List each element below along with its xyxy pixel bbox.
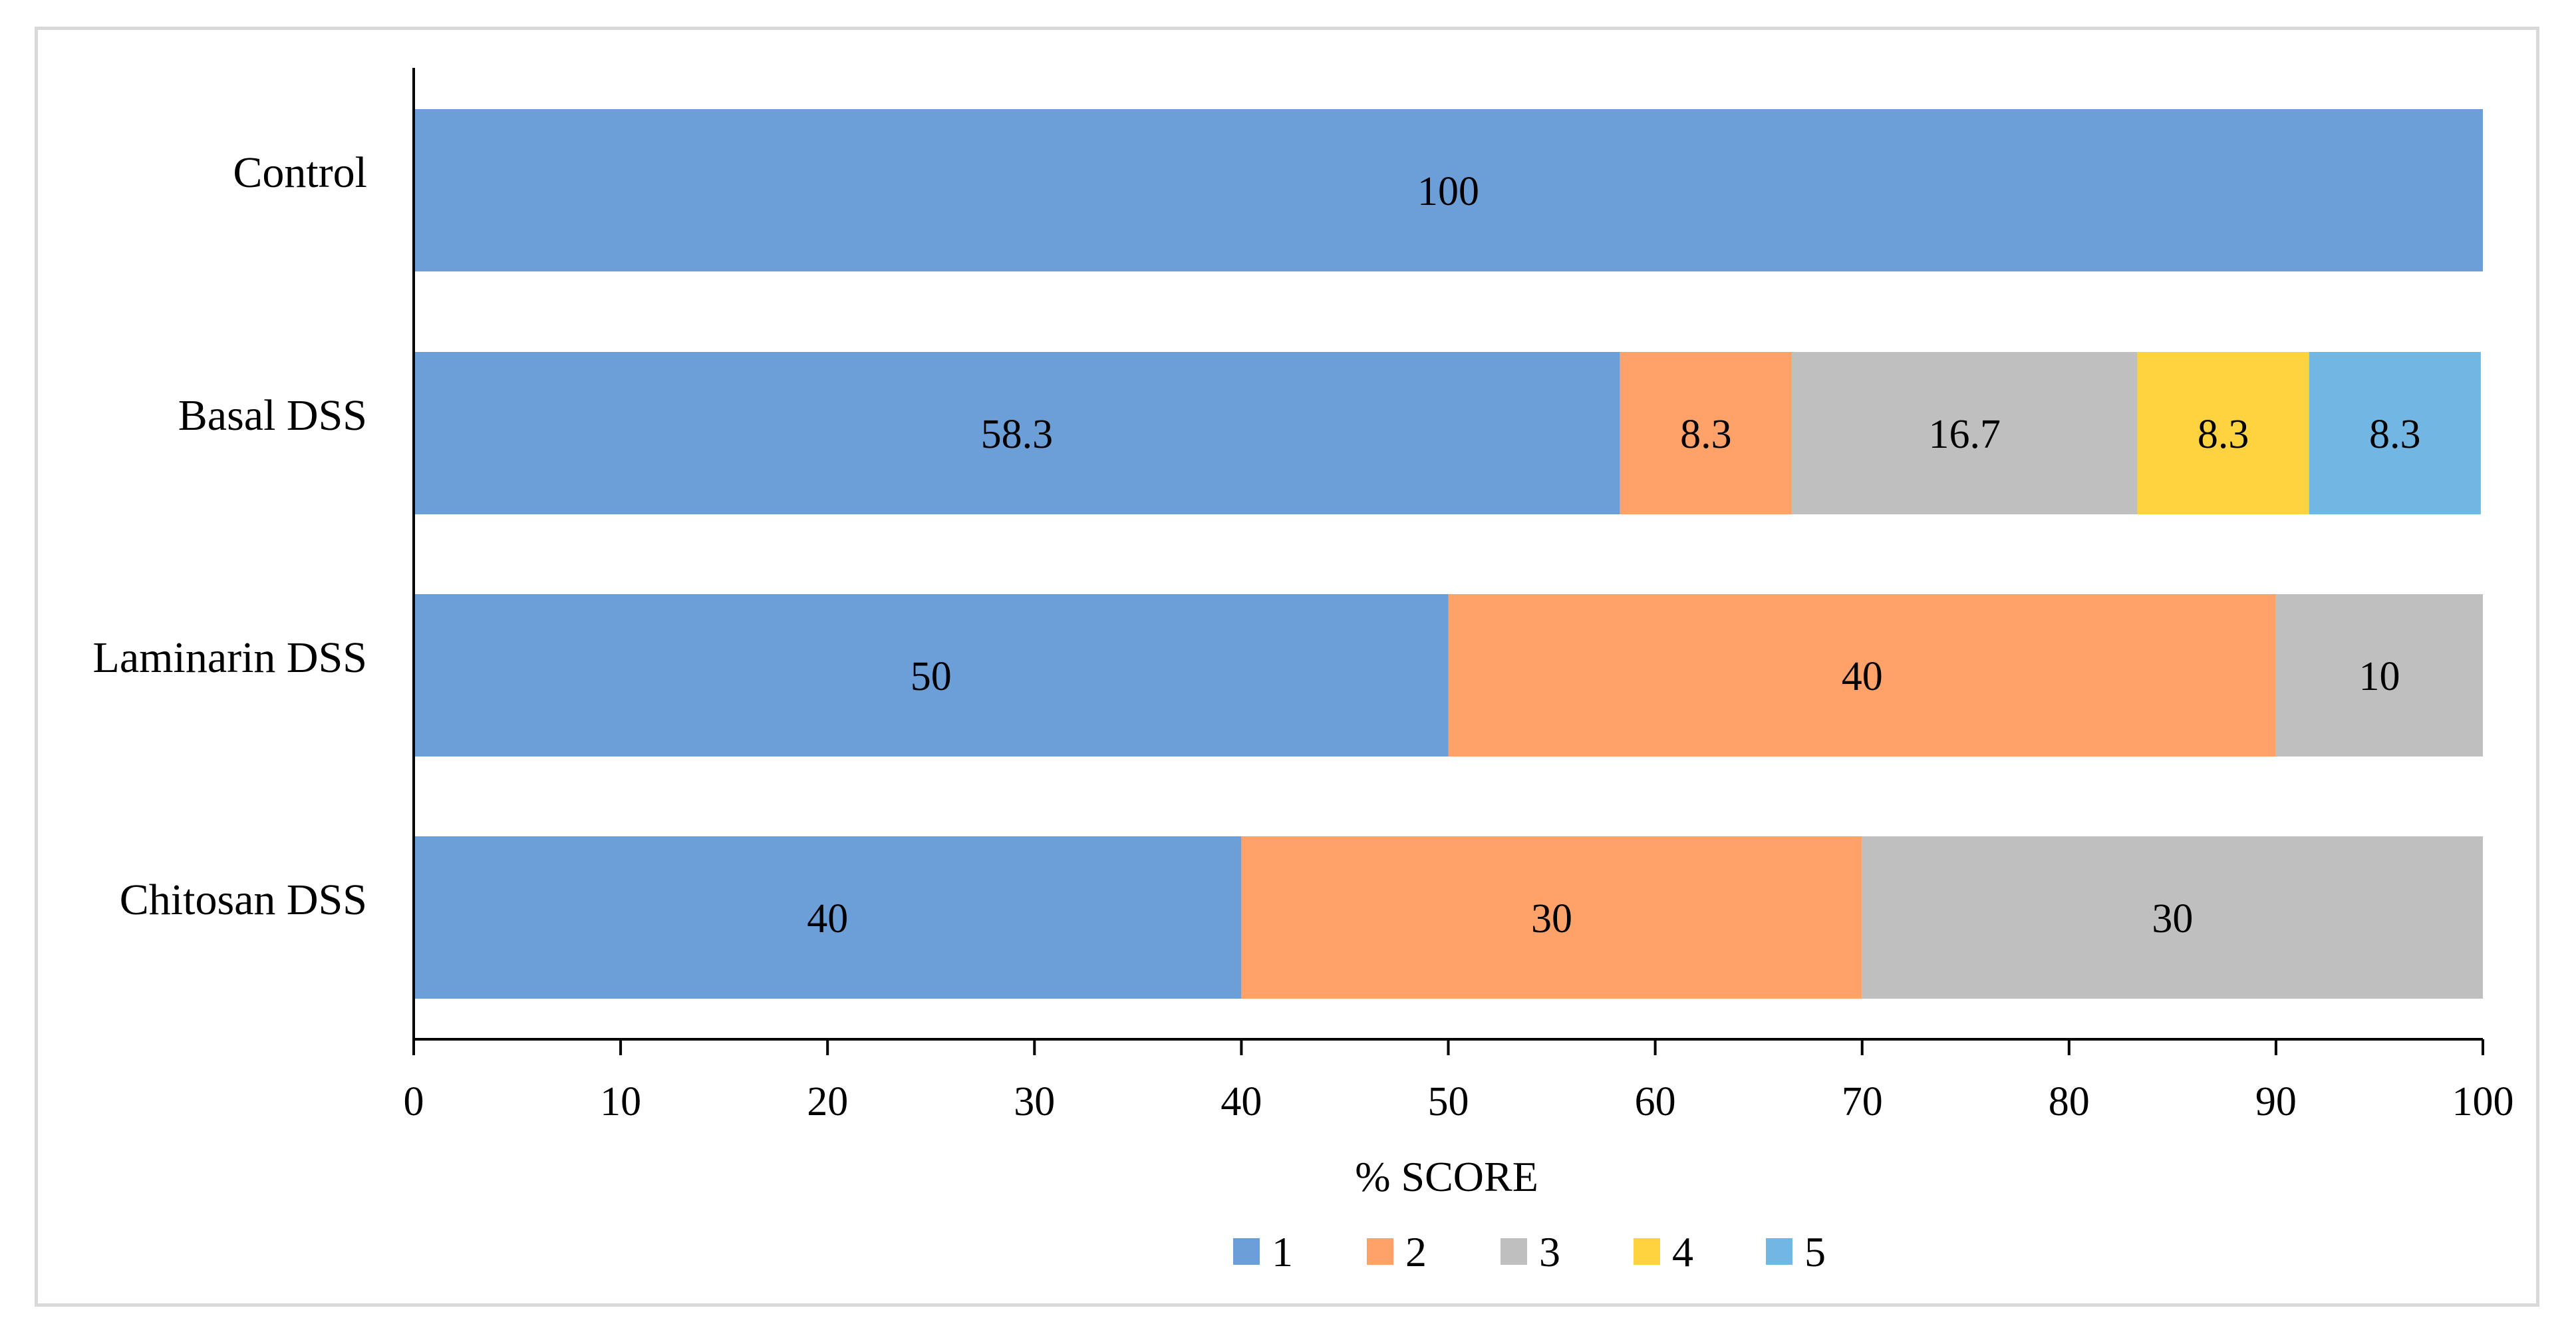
data-label: 10 [2359,654,2400,699]
x-tick-label: 90 [2255,1079,2297,1124]
bar-segment-laminarin-dss-score-1 [414,594,1449,756]
data-label: 30 [2152,896,2193,941]
x-tick-label: 20 [807,1079,848,1124]
data-label: 40 [1842,654,1883,699]
bar-segment-basal-dss-score-4 [2137,352,2309,514]
data-label: 100 [1417,169,1479,214]
category-labels-layer: Control Basal DSS Laminarin DSS Chitosan DS… [93,148,367,924]
category-label: Chitosan DSS [120,876,367,924]
axes-layer: 0 10 20 30 40 50 60 70 80 90 100 [404,68,2514,1124]
legend-label: 2 [1405,1228,1427,1275]
category-label: Control [233,148,367,197]
bar-segment-basal-dss-score-5 [2309,352,2481,514]
bar-segment-control-score-1 [414,109,2483,271]
bar-segment-basal-dss-score-1 [414,352,1620,514]
data-label: 16.7 [1928,412,2001,457]
bar-segment-chitosan-dss-score-3 [1862,836,2483,999]
category-label: Laminarin DSS [93,633,367,682]
bar-segment-laminarin-dss-score-2 [1448,594,2276,756]
bar-segment-chitosan-dss-score-1 [414,836,1242,999]
x-tick-label: 30 [1014,1079,1055,1124]
data-label: 8.3 [1680,412,1732,457]
bar-segment-laminarin-dss-score-3 [2275,594,2483,756]
legend-swatch [1766,1238,1792,1265]
data-labels-layer: 100 58.3 8.3 16.7 8.3 8.3 50 40 10 40 30 30 [807,169,2420,941]
bar-segment-basal-dss-score-2 [1620,352,1792,514]
data-label: 8.3 [2369,412,2421,457]
legend-swatch [1634,1238,1660,1265]
x-tick-label: 70 [1842,1079,1883,1124]
x-tick-label: 80 [2049,1079,2090,1124]
legend-swatch [1233,1238,1260,1265]
bars-layer [414,109,2483,999]
x-axis-title: % SCORE [1355,1153,1538,1200]
x-tick-label: 60 [1635,1079,1676,1124]
x-tick-label: 100 [2452,1079,2514,1124]
x-tick-label: 0 [404,1079,424,1124]
legend-label: 4 [1672,1228,1693,1275]
legend-label: 1 [1272,1228,1293,1275]
data-label: 8.3 [2198,412,2249,457]
bar-segment-chitosan-dss-score-2 [1241,836,1862,999]
data-label: 30 [1531,896,1572,941]
x-tick-label: 40 [1220,1079,1262,1124]
x-tick-label: 50 [1428,1079,1469,1124]
category-label: Basal DSS [178,391,367,440]
legend-swatch [1367,1238,1393,1265]
data-label: 40 [807,896,848,941]
data-label: 50 [911,654,952,699]
x-tick-label: 10 [600,1079,641,1124]
data-label: 58.3 [981,412,1054,457]
legend-label: 5 [1804,1228,1826,1275]
bar-segment-basal-dss-score-3 [1791,352,2138,514]
legend-swatch [1501,1238,1527,1265]
legend: 1 2 3 4 5 [1233,1228,1826,1275]
legend-label: 3 [1539,1228,1560,1275]
